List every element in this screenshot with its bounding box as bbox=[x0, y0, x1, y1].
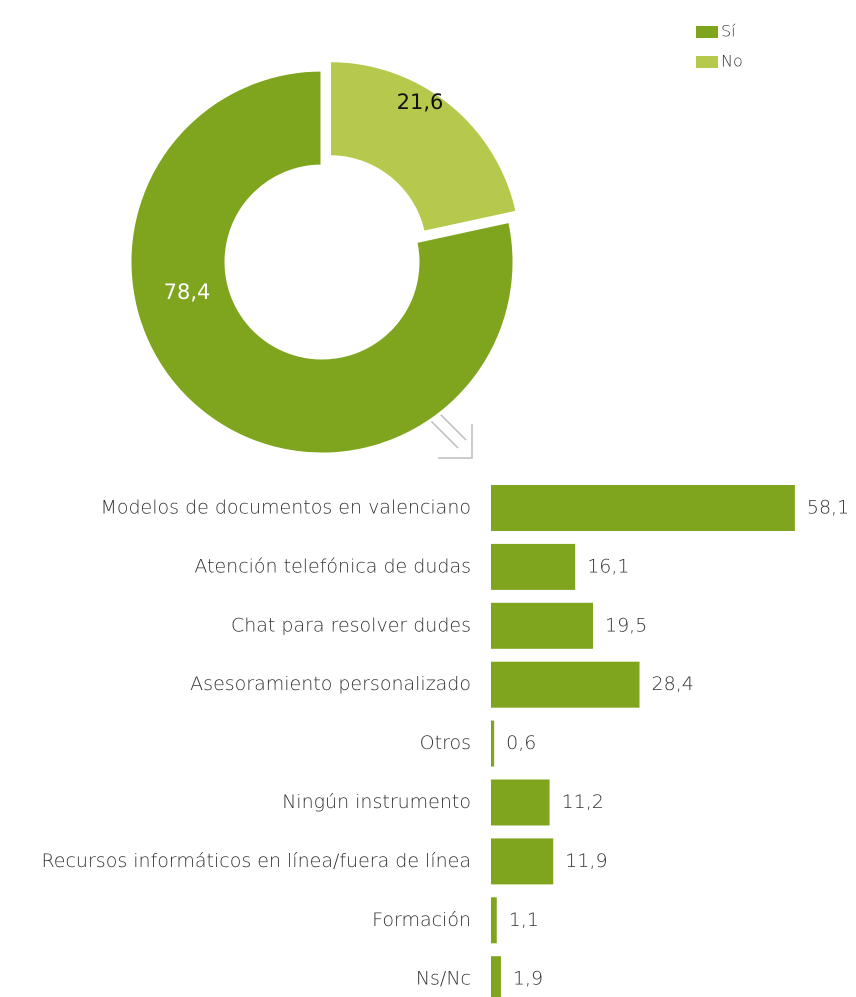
data-label: 1,9 bbox=[513, 968, 543, 990]
bar bbox=[491, 543, 576, 590]
bar bbox=[491, 838, 554, 885]
category-label: Modelos de documentos en valenciano bbox=[100, 497, 471, 519]
bar bbox=[491, 602, 593, 649]
data-label: 28,4 bbox=[652, 673, 694, 695]
legend-label: Sí bbox=[721, 22, 736, 41]
category-label: Atención telefónica de dudas bbox=[194, 555, 471, 577]
bar bbox=[491, 661, 640, 708]
bar bbox=[491, 720, 495, 767]
legend-swatch bbox=[696, 56, 718, 68]
data-label: 11,2 bbox=[562, 791, 604, 813]
donut-slice bbox=[128, 68, 516, 456]
data-label: 21,6 bbox=[397, 90, 444, 114]
category-label: Recursos informáticos en línea/fuera de … bbox=[41, 850, 471, 872]
legend-label: No bbox=[721, 52, 743, 71]
bar bbox=[491, 897, 497, 944]
category-label: Ns/Nc bbox=[416, 968, 471, 990]
legend-swatch bbox=[696, 26, 718, 38]
data-label: 78,4 bbox=[164, 280, 211, 304]
bar bbox=[491, 956, 501, 997]
data-label: 1,1 bbox=[509, 909, 539, 931]
donut-slice bbox=[328, 59, 519, 235]
data-label: 11,9 bbox=[565, 850, 607, 872]
category-label: Formación bbox=[372, 909, 471, 931]
category-label: Otros bbox=[420, 732, 471, 754]
bar bbox=[491, 779, 550, 826]
category-label: Ningún instrumento bbox=[282, 791, 471, 813]
category-label: Asesoramiento personalizado bbox=[190, 673, 471, 695]
data-label: 0,6 bbox=[506, 732, 536, 754]
data-label: 16,1 bbox=[587, 555, 629, 577]
data-label: 19,5 bbox=[605, 614, 647, 636]
data-label: 58,1 bbox=[807, 497, 849, 519]
bar bbox=[491, 485, 795, 531]
category-label: Chat para resolver dudes bbox=[231, 614, 471, 636]
